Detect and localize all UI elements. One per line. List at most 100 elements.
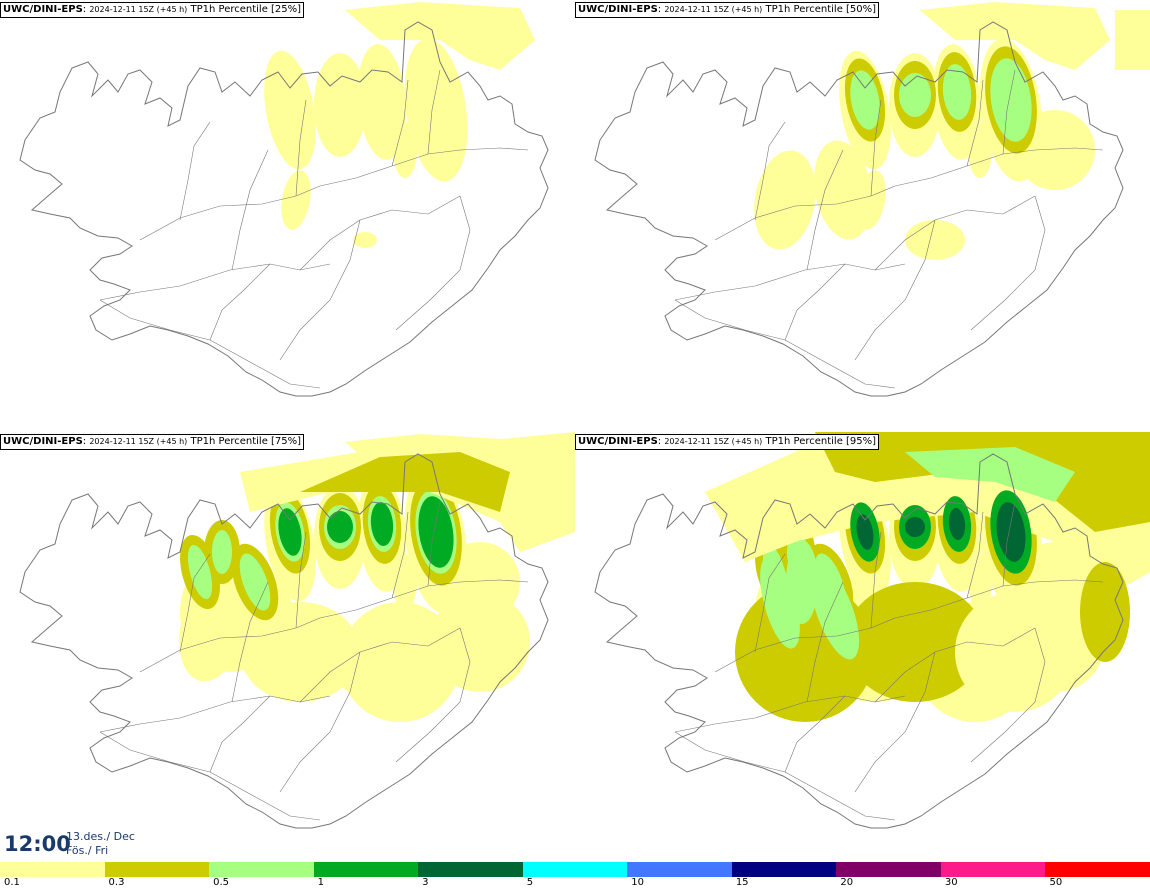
- road-line: [179, 553, 211, 653]
- legend-tick-label: 0.3: [108, 877, 125, 888]
- road-line: [279, 651, 361, 793]
- precip-area: [786, 540, 818, 624]
- road-line: [395, 195, 471, 331]
- legend-swatch: [313, 862, 419, 877]
- road-line: [970, 195, 1046, 331]
- legend-swatch: [0, 862, 105, 877]
- map-panel-p50: UWC/DINI-EPS: 2024-12-11 15Z (+45 h) TP1…: [575, 0, 1150, 432]
- precip-area: [264, 50, 316, 170]
- model-name: UWC/DINI-EPS: [578, 436, 658, 447]
- date-line-1: 13.des./ Dec: [66, 830, 135, 843]
- precip-area: [856, 514, 874, 550]
- road-line: [427, 501, 441, 587]
- road-line: [806, 149, 844, 271]
- road-line: [279, 219, 361, 361]
- legend-tick-label: 50: [1049, 877, 1063, 888]
- precip-area: [300, 452, 510, 512]
- road-line: [854, 219, 936, 361]
- legend-tick-label: 15: [735, 877, 749, 888]
- road-line: [874, 195, 1036, 271]
- title-sep: :: [657, 436, 662, 447]
- precip-area: [760, 555, 800, 649]
- map-svg-p25: [19, 2, 549, 397]
- precip-area: [357, 44, 407, 160]
- road-line: [854, 651, 936, 793]
- run-info: 2024-12-11 15Z (+45 h): [664, 5, 763, 14]
- legend-tick-label: 30: [944, 877, 958, 888]
- precip-area: [850, 70, 880, 130]
- legend-swatch: [418, 862, 523, 877]
- title-sep: :: [82, 4, 87, 15]
- color-legend: [0, 862, 1150, 877]
- coastline: [594, 21, 1124, 397]
- road-line: [427, 69, 441, 155]
- model-name: UWC/DINI-EPS: [3, 436, 83, 447]
- map-svg-p50: [594, 2, 1150, 397]
- precip-area: [278, 508, 302, 556]
- road-line: [395, 627, 471, 763]
- coastline: [594, 453, 1124, 829]
- panel-title: UWC/DINI-EPS: 2024-12-11 15Z (+45 h) TP1…: [0, 2, 305, 18]
- precip-area: [314, 53, 366, 157]
- map-panel-p75: UWC/DINI-EPS: 2024-12-11 15Z (+45 h) TP1…: [0, 432, 575, 864]
- road-line: [870, 531, 882, 629]
- run-info: 2024-12-11 15Z (+45 h): [664, 437, 763, 446]
- precip-area: [340, 602, 460, 722]
- precip-area: [996, 502, 1026, 562]
- road-line: [806, 581, 844, 703]
- precip-area: [187, 544, 213, 600]
- road-line: [99, 731, 321, 821]
- road-line: [784, 263, 846, 341]
- precip-area: [905, 220, 965, 260]
- road-line: [714, 185, 896, 241]
- precip-area: [1080, 562, 1130, 662]
- road-line: [784, 695, 846, 773]
- road-line: [139, 617, 321, 673]
- panel-title: UWC/DINI-EPS: 2024-12-11 15Z (+45 h) TP1…: [0, 434, 305, 450]
- precip-area: [281, 170, 311, 230]
- legend-swatch: [940, 862, 1046, 877]
- road-line: [714, 617, 896, 673]
- road-line: [674, 731, 896, 821]
- precip-area: [404, 38, 468, 182]
- precip-area: [955, 592, 1075, 712]
- valid-time-box: 12:00 13.des./ Dec Fös./ Fri: [0, 826, 140, 862]
- precip-area: [430, 592, 530, 692]
- legend-tick-label: 0.5: [213, 877, 229, 888]
- road-line: [99, 263, 331, 301]
- precip-area: [814, 140, 872, 240]
- panel-title: UWC/DINI-EPS: 2024-12-11 15Z (+45 h) TP1…: [575, 434, 880, 450]
- road-line: [209, 695, 271, 773]
- precip-area: [212, 530, 232, 574]
- legend-tick-label: 1: [317, 877, 324, 888]
- legend-swatch: [836, 862, 941, 877]
- precip-area: [920, 2, 1110, 70]
- road-line: [209, 263, 271, 341]
- map-panel-p95: UWC/DINI-EPS: 2024-12-11 15Z (+45 h) TP1…: [575, 432, 1150, 864]
- road-line: [966, 511, 984, 599]
- precip-area: [990, 58, 1032, 142]
- field-label: TP1h Percentile [25%]: [190, 4, 302, 15]
- precip-area: [815, 432, 1150, 532]
- road-line: [874, 627, 1036, 703]
- map-svg-p75: [19, 432, 575, 829]
- legend-tick-label: 5: [526, 877, 534, 888]
- road-line: [299, 627, 461, 703]
- legend-swatch: [209, 862, 314, 877]
- coastline: [19, 21, 549, 397]
- precip-area: [345, 2, 535, 70]
- title-sep: :: [657, 4, 662, 15]
- precip-area: [240, 602, 360, 702]
- precip-area: [942, 64, 972, 120]
- field-label: TP1h Percentile [75%]: [190, 436, 302, 447]
- road-line: [99, 299, 321, 389]
- precip-area: [353, 232, 377, 248]
- precip-area: [905, 447, 1075, 502]
- precip-area: [968, 122, 992, 178]
- model-name: UWC/DINI-EPS: [578, 4, 658, 15]
- road-line: [231, 149, 269, 271]
- precip-area: [393, 122, 417, 178]
- road-line: [754, 553, 786, 653]
- precip-area: [418, 496, 454, 568]
- road-line: [966, 79, 984, 167]
